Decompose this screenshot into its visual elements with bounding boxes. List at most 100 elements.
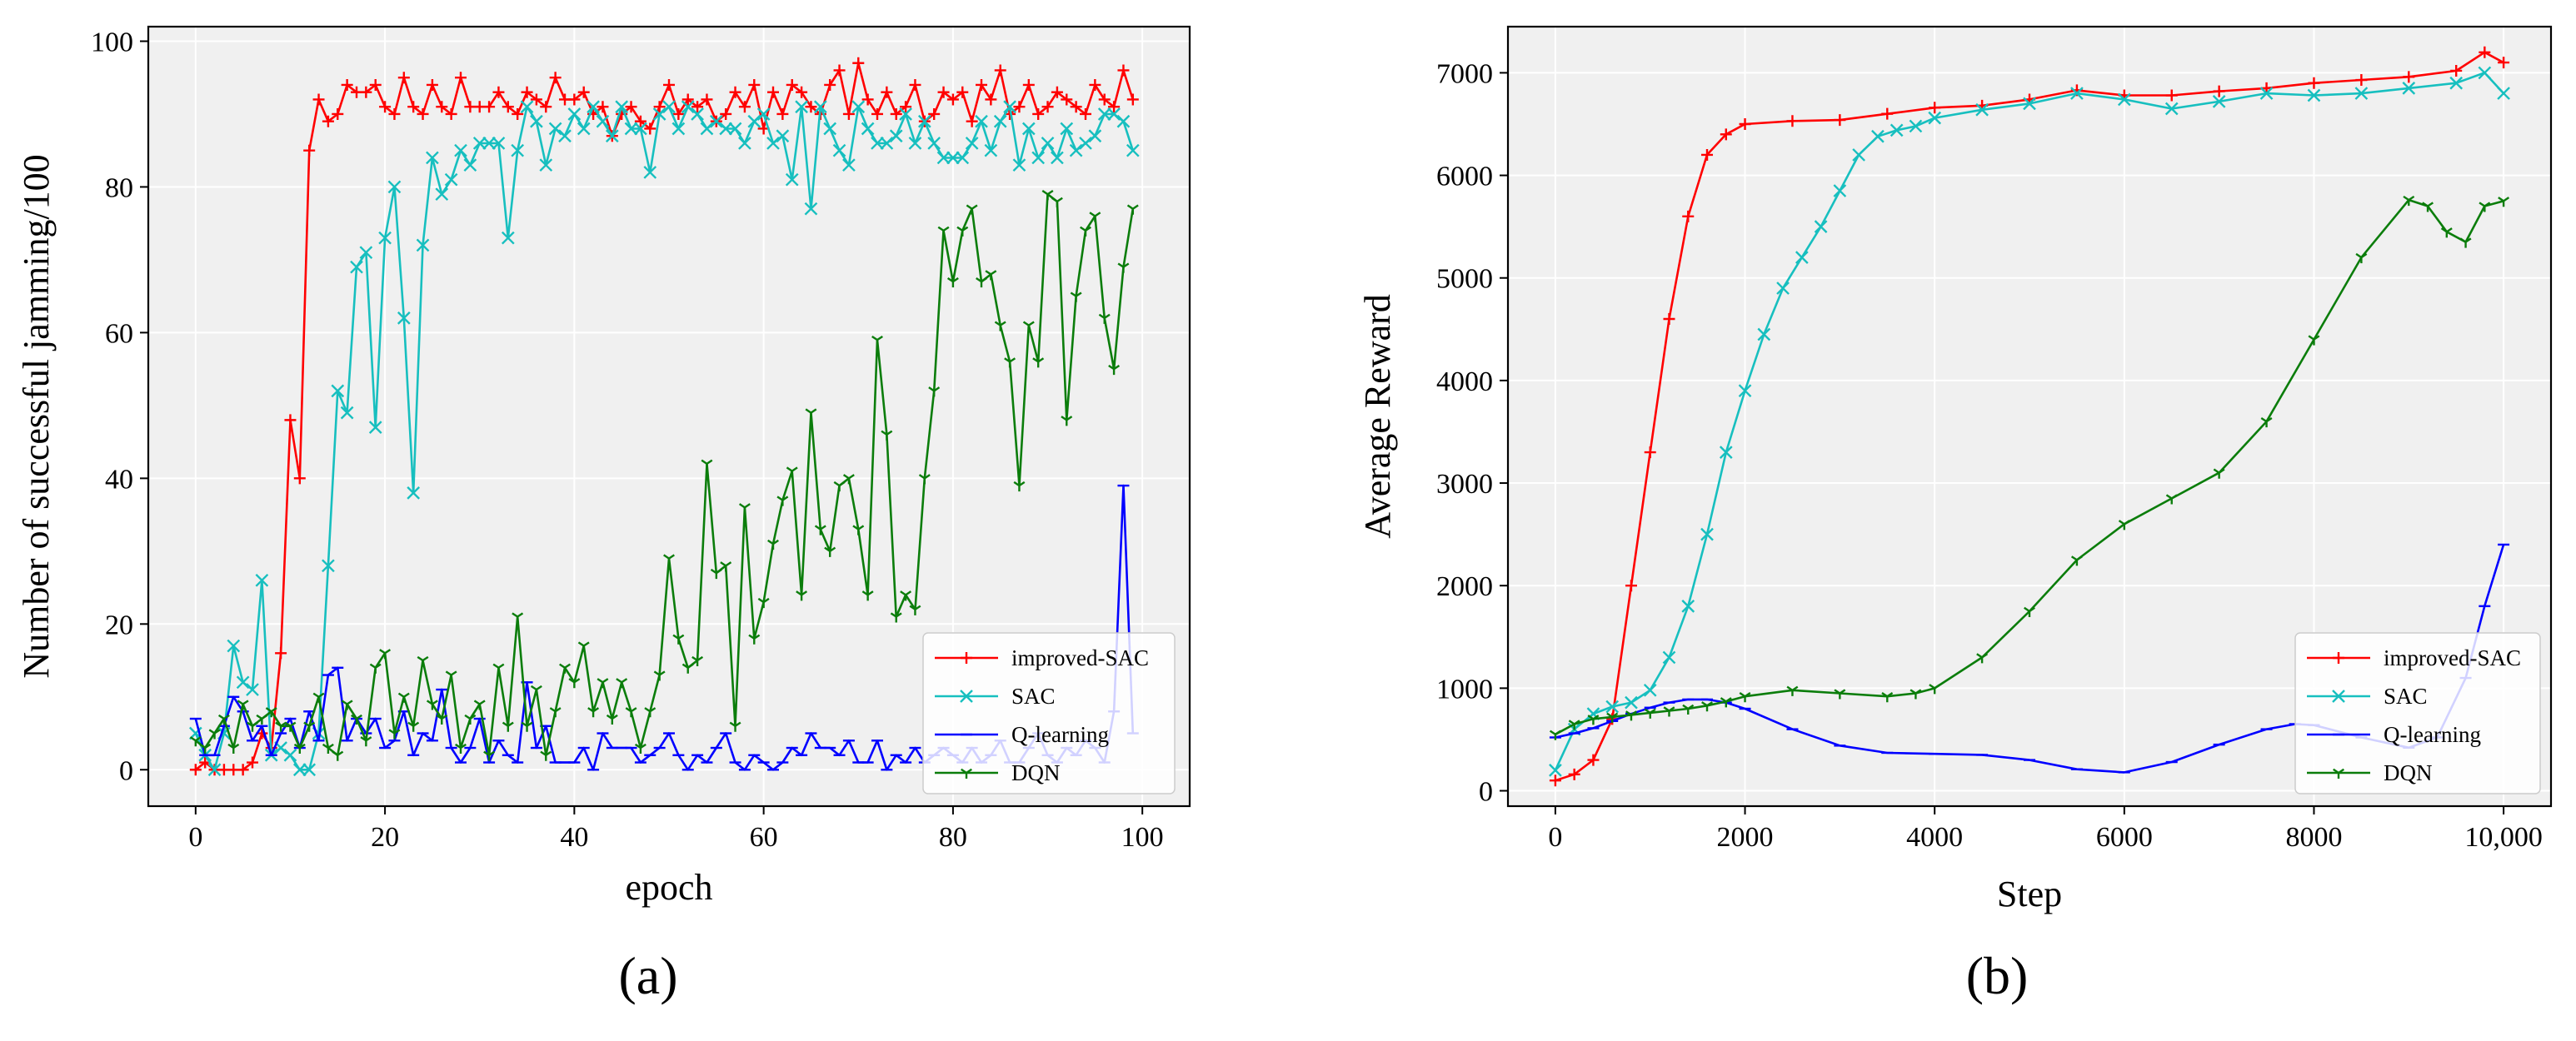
y-tick-label: 100 (91, 27, 133, 57)
data-point (965, 137, 979, 150)
data-point (1041, 137, 1055, 150)
data-point (985, 270, 997, 281)
y-tick-label: 80 (105, 172, 133, 203)
data-point (455, 743, 467, 755)
data-point (615, 100, 629, 114)
data-point (890, 612, 902, 623)
data-point (1975, 102, 1989, 117)
data-point (1719, 446, 1733, 459)
data-point (890, 107, 902, 120)
data-point (189, 736, 202, 747)
data-point (748, 634, 761, 645)
data-point (540, 750, 552, 761)
data-point (360, 736, 372, 747)
data-point (473, 700, 486, 710)
data-point (956, 151, 970, 165)
data-point (842, 107, 855, 120)
data-point (256, 714, 268, 725)
data-point (766, 137, 780, 150)
data-point (1098, 313, 1111, 324)
data-point (340, 406, 354, 420)
data-point (776, 107, 789, 120)
data-point (1929, 102, 1941, 114)
data-point (426, 151, 439, 165)
data-point (917, 114, 931, 128)
series-sac (1549, 66, 2510, 777)
data-point (2118, 520, 2130, 530)
legend-marker (2332, 690, 2345, 703)
data-point (881, 430, 893, 441)
data-point (577, 86, 590, 98)
data-point (2497, 87, 2510, 100)
data-point (861, 590, 874, 601)
data-point (994, 321, 1006, 331)
y-tick-label: 0 (1479, 777, 1493, 808)
data-point (1833, 184, 1847, 197)
data-point (681, 93, 694, 106)
data-point (416, 238, 430, 252)
data-point (1004, 357, 1016, 368)
data-point (1013, 101, 1026, 113)
data-point (976, 78, 987, 91)
data-point (1549, 730, 1561, 740)
data-point (492, 137, 506, 150)
data-point (455, 72, 467, 84)
data-point (1070, 291, 1082, 302)
y-tick-label: 4000 (1436, 366, 1493, 397)
data-point (407, 486, 421, 500)
legend: improved-SAC SAC Q-learning DQN (2294, 632, 2541, 794)
data-point (1041, 189, 1054, 201)
data-point (824, 78, 836, 91)
data-point (293, 743, 306, 755)
data-point (1663, 706, 1675, 717)
data-point (567, 107, 582, 121)
data-point (483, 750, 496, 761)
data-point (1097, 107, 1111, 121)
x-tick-label: 20 (371, 822, 399, 853)
data-point (445, 670, 457, 681)
data-point (899, 107, 912, 121)
data-point (861, 93, 874, 106)
legend: improved-SAC SAC Q-learning DQN (922, 632, 1176, 794)
data-point (880, 137, 894, 150)
data-point (928, 386, 941, 397)
data-point (2422, 202, 2434, 212)
data-point (1089, 212, 1101, 222)
x-tick-label: 2000 (1717, 822, 1774, 853)
data-point (720, 107, 732, 120)
data-point (2459, 237, 2472, 248)
data-point (1051, 151, 1064, 165)
data-point (501, 231, 515, 245)
data-point (322, 743, 334, 755)
data-point (1663, 313, 1675, 325)
data-point (539, 158, 553, 172)
data-point (1003, 100, 1016, 114)
data-point (2478, 66, 2492, 80)
data-point (1834, 114, 1846, 127)
data-point (189, 764, 202, 776)
data-point (776, 496, 789, 506)
data-point (796, 590, 808, 601)
data-point (1605, 700, 1620, 714)
data-point (483, 101, 496, 113)
data-point (1069, 143, 1083, 157)
data-point (436, 101, 448, 113)
data-point (227, 639, 241, 653)
data-point (625, 101, 637, 113)
y-tick-label: 2000 (1436, 571, 1493, 602)
data-point (672, 107, 685, 120)
legend-marker (2333, 768, 2344, 779)
data-point (851, 100, 866, 114)
data-point (1644, 708, 1656, 719)
data-point (559, 663, 571, 674)
data-point (199, 743, 212, 755)
data-point (597, 101, 609, 113)
data-point (2308, 335, 2320, 346)
data-point (824, 546, 836, 557)
data-point (813, 100, 827, 114)
x-tick-label: 80 (939, 822, 967, 853)
series-line (195, 192, 1135, 757)
data-point (644, 707, 656, 718)
data-point (747, 114, 761, 128)
data-point (530, 114, 543, 128)
